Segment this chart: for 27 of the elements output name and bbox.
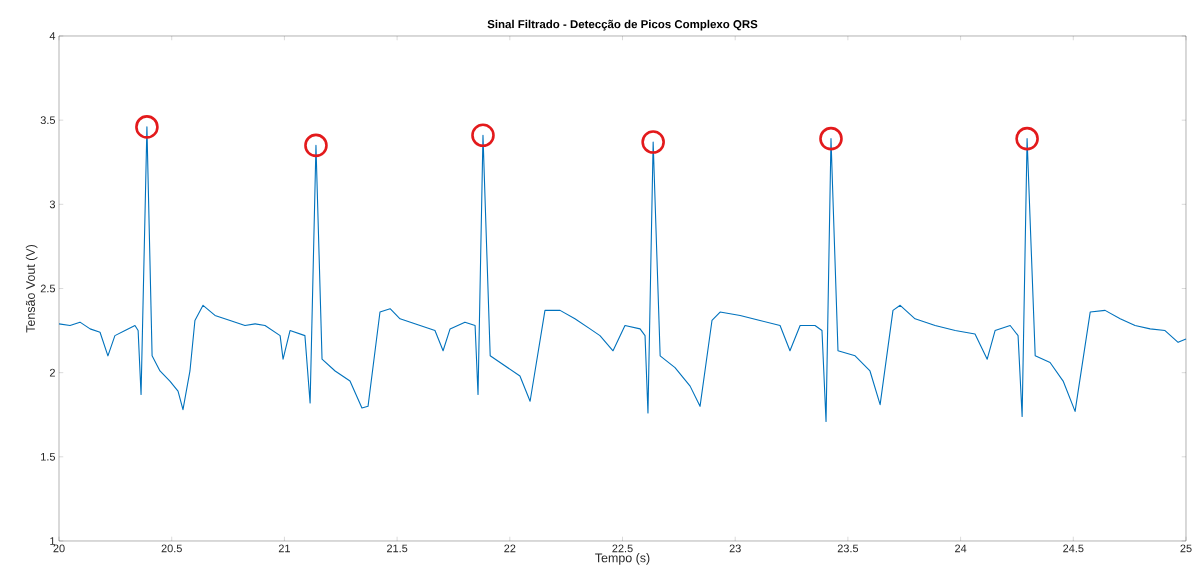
y-tick-label: 2.5 <box>40 284 56 293</box>
x-tick-label: 21 <box>278 544 290 553</box>
point <box>819 126 843 151</box>
point <box>471 123 495 148</box>
y-tick-label: 4 <box>49 32 56 40</box>
x-tick-label: 24 <box>955 544 967 553</box>
x-tick-label: 23 <box>729 544 741 553</box>
point <box>641 130 665 154</box>
x-tick-label: 22 <box>504 544 516 553</box>
chart-title: Sinal Filtrado - Detecção de Picos Complexo QRS <box>487 19 758 31</box>
x-tick-label: 24.5 <box>1063 544 1084 553</box>
y-tick-label: 2 <box>49 368 55 377</box>
y-tick-label: 1 <box>50 537 55 545</box>
point <box>304 133 328 158</box>
point <box>1015 126 1039 151</box>
y-tick-label: 3 <box>49 200 55 209</box>
point <box>135 115 159 139</box>
x-tick-label: 20 <box>53 544 65 553</box>
x-tick-label: 20.5 <box>161 544 182 553</box>
y-axis-title: Tensão Vout (V) <box>25 244 38 333</box>
y-tick-label: 1.5 <box>41 453 56 461</box>
x-tick-label: 22.5 <box>612 544 633 553</box>
x-tick-label: 21.5 <box>386 544 408 553</box>
x-axis-title: Tempo (s) <box>595 553 650 565</box>
x-tick-label: 25 <box>1180 544 1192 553</box>
x-tick-label: 23.5 <box>837 544 859 553</box>
y-tick-label: 3.5 <box>40 116 56 125</box>
